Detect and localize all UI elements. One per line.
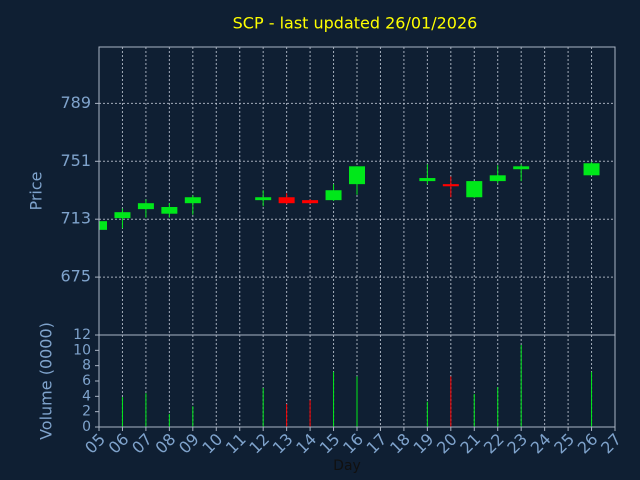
candle-body [513,166,530,170]
candle-body [466,181,483,198]
candle-body [184,197,201,204]
y-tick-label: 12 [73,327,91,343]
x-tick-label: 27 [597,430,625,458]
y-tick-label: 713 [60,209,91,228]
candle-body [137,203,154,210]
candle-body [325,190,342,201]
y-tick-label: 751 [60,151,91,170]
price-plot [99,47,615,335]
chart-title: SCP - last updated 26/01/2026 [233,14,478,33]
y-axis-label: Price [27,171,46,210]
candle-body [489,175,506,182]
y-tick-label: 0 [82,419,91,435]
y-tick-label: 675 [60,267,91,286]
y-tick-label: 2 [82,404,91,420]
candle-body [442,184,459,187]
y-tick-label: 4 [82,388,91,404]
candle-body [278,197,295,204]
candle-body [99,221,107,230]
y-axis-label: Volume (0000) [37,322,56,440]
candle-body [419,178,436,182]
candle-body [349,166,365,185]
y-tick-label: 8 [82,358,91,374]
y-tick-label: 789 [60,93,91,112]
candle-body [255,197,272,201]
candle-body [302,200,319,204]
x-axis-label: Day [333,458,361,474]
y-tick-label: 6 [82,373,91,389]
volume-plot [98,335,616,427]
candle-body [161,207,178,214]
y-tick-label: 10 [73,342,91,358]
candle-body [583,163,600,176]
candle-body [114,212,131,219]
